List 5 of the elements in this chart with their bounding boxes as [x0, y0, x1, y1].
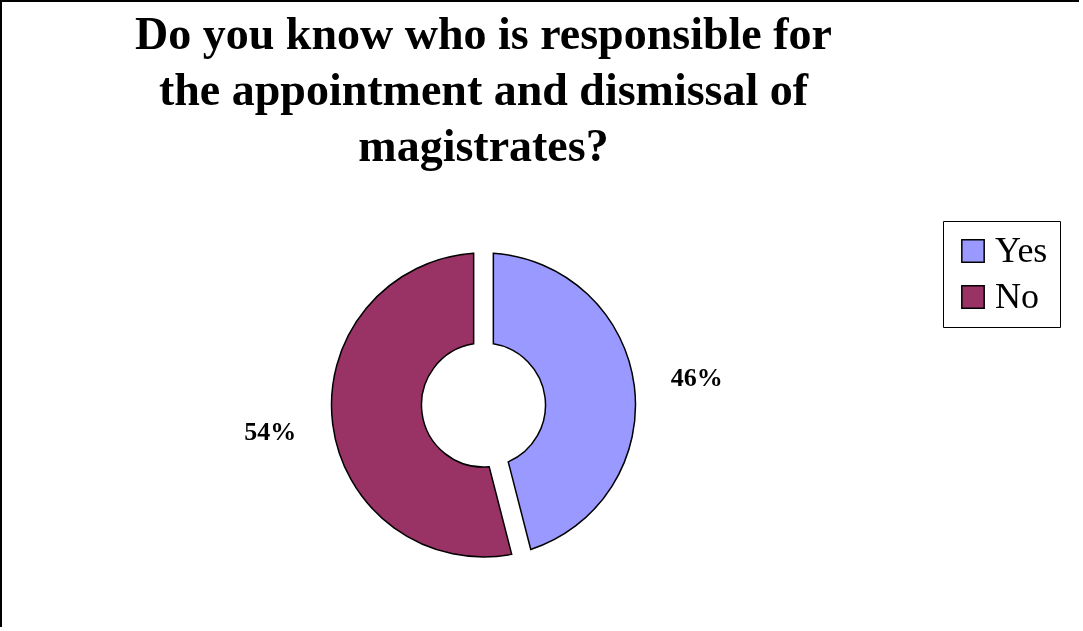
legend-label: Yes — [995, 230, 1048, 270]
chart-title: Do you know who is responsible for the appointment and dismissal of magistrates? — [135, 8, 832, 171]
data-label: 54% — [244, 416, 297, 446]
data-label: 46% — [670, 363, 723, 393]
legend-label: No — [995, 276, 1039, 316]
